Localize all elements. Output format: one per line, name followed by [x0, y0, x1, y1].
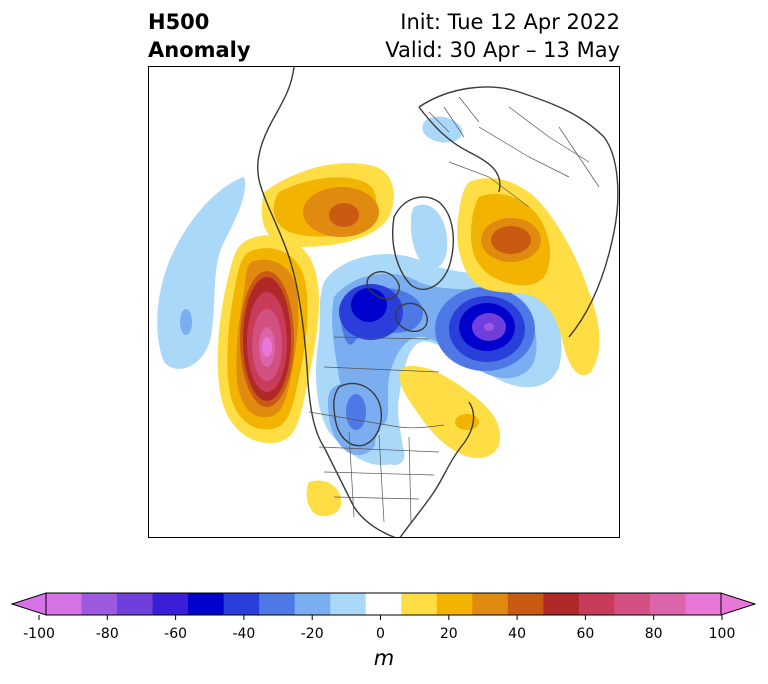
colorbar-segment [614, 593, 651, 615]
colorbar-segment [259, 593, 296, 615]
colorbar-tick-label: 60 [576, 626, 595, 642]
colorbar-segment [365, 593, 402, 615]
russia-borders [448, 106, 600, 208]
west-ridge-center [262, 337, 272, 357]
colorbar-segment [472, 593, 509, 615]
us-state-lines-6 [408, 436, 412, 523]
north-america-coast [257, 67, 396, 537]
colorbar-segment [649, 593, 686, 615]
colorbar-tick-label: 100 [708, 626, 736, 642]
colorbar-segment [223, 593, 260, 615]
greenland-trough [411, 204, 448, 269]
hudson-trough-core [346, 394, 366, 430]
title-anomaly: Anomaly [148, 38, 251, 62]
colorbar-segments [46, 593, 722, 615]
siberia-trough-center [484, 323, 494, 331]
colorbar-segment [401, 593, 438, 615]
map-panel [148, 66, 620, 538]
hudson-bay [333, 382, 382, 447]
colorbar-tick-label: 80 [644, 626, 663, 642]
borders [308, 96, 600, 523]
colorbar-tick-label: 0 [376, 626, 385, 642]
mexico-ridge [306, 480, 342, 517]
canada-provinces [323, 336, 440, 373]
colorbar-segment [507, 593, 544, 615]
colorbar-segment [46, 593, 83, 615]
colorbar-segment [117, 593, 154, 615]
us-state-lines-2 [323, 471, 435, 476]
chart-dates: Init: Tue 12 Apr 2022 Valid: 30 Apr – 13… [385, 8, 620, 64]
us-state-lines-1 [318, 446, 440, 453]
asia-ridge-core2 [491, 226, 531, 254]
pacific-trough-core [180, 309, 192, 335]
colorbar-over-arrow [720, 592, 757, 616]
colorbar-segment [294, 593, 331, 615]
init-date: Init: Tue 12 Apr 2022 [400, 10, 620, 34]
eurasia-coast [418, 86, 619, 338]
colorbar-segment [543, 593, 580, 615]
europe-coast [418, 106, 501, 193]
atlantic-ridge-core [455, 414, 479, 430]
colorbar-segment [685, 593, 722, 615]
chart-title: H500 Anomaly [148, 8, 251, 64]
colorbar-tick-label: -80 [95, 626, 119, 642]
colorbar-tick-label: 40 [508, 626, 527, 642]
colorbar-tick-label: 20 [439, 626, 458, 642]
us-state-lines-3 [333, 496, 420, 500]
canada-trough-core2 [351, 288, 387, 322]
colorbar-segment [330, 593, 367, 615]
positive-anomaly-regions [217, 163, 600, 517]
colorbar-segment [436, 593, 473, 615]
colorbar [10, 592, 757, 620]
colorbar-tick-label: -100 [23, 626, 55, 642]
colorbar-segment [152, 593, 189, 615]
east-na-coast [399, 401, 475, 537]
colorbar-tick-label: -60 [164, 626, 188, 642]
us-canada-border [308, 411, 445, 429]
arctic-islands-2 [394, 302, 428, 333]
europe-trough [422, 116, 463, 143]
colorbar-units: m [373, 646, 395, 670]
arctic-islands [366, 271, 400, 300]
europe-borders [428, 96, 480, 138]
colorbar-segment [188, 593, 225, 615]
pacific-trough-outer [157, 177, 246, 369]
colorbar-tick-label: -40 [232, 626, 256, 642]
anomaly-map [157, 67, 619, 537]
colorbar-under-arrow [10, 592, 47, 616]
us-state-lines-4 [348, 431, 355, 518]
colorbar-outline [45, 592, 722, 616]
us-state-lines-5 [378, 434, 385, 523]
greenland-coast [392, 196, 454, 290]
colorbar-ticks [38, 615, 723, 620]
colorbar-segment [578, 593, 615, 615]
valid-date: Valid: 30 Apr – 13 May [385, 38, 620, 62]
coastlines [257, 67, 619, 537]
title-variable: H500 [148, 10, 210, 34]
colorbar-segment [81, 593, 118, 615]
alaska-ridge-center [329, 203, 359, 227]
negative-anomaly-regions [157, 116, 562, 466]
us-trough [375, 431, 405, 465]
atlantic-ridge-outer [399, 366, 500, 459]
colorbar-tick-label: -20 [300, 626, 324, 642]
